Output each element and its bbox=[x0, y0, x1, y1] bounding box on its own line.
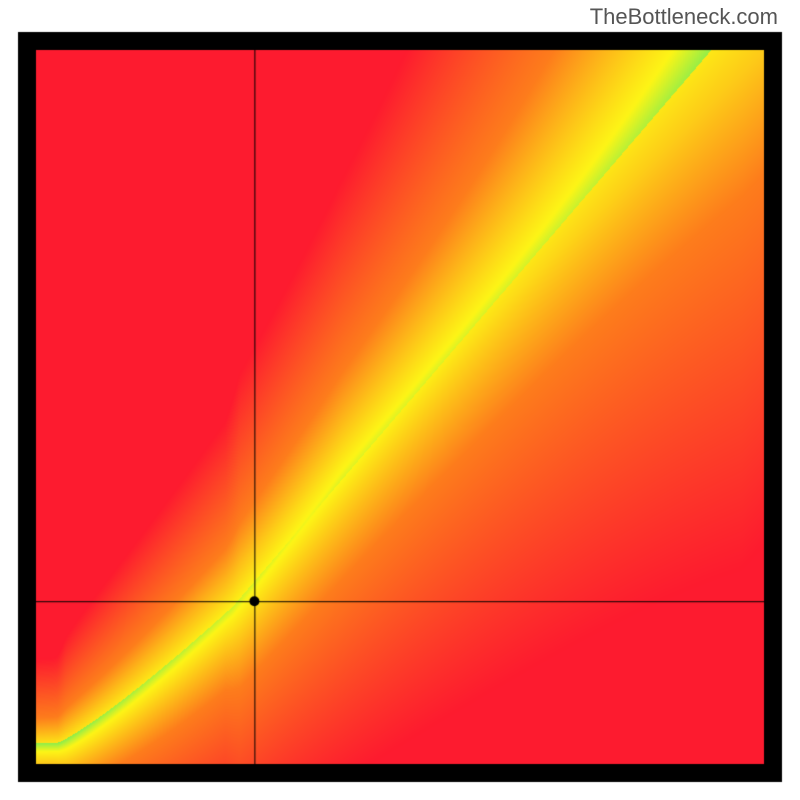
watermark-text: TheBottleneck.com bbox=[590, 4, 778, 30]
bottleneck-heatmap bbox=[0, 0, 800, 800]
chart-container: TheBottleneck.com bbox=[0, 0, 800, 800]
